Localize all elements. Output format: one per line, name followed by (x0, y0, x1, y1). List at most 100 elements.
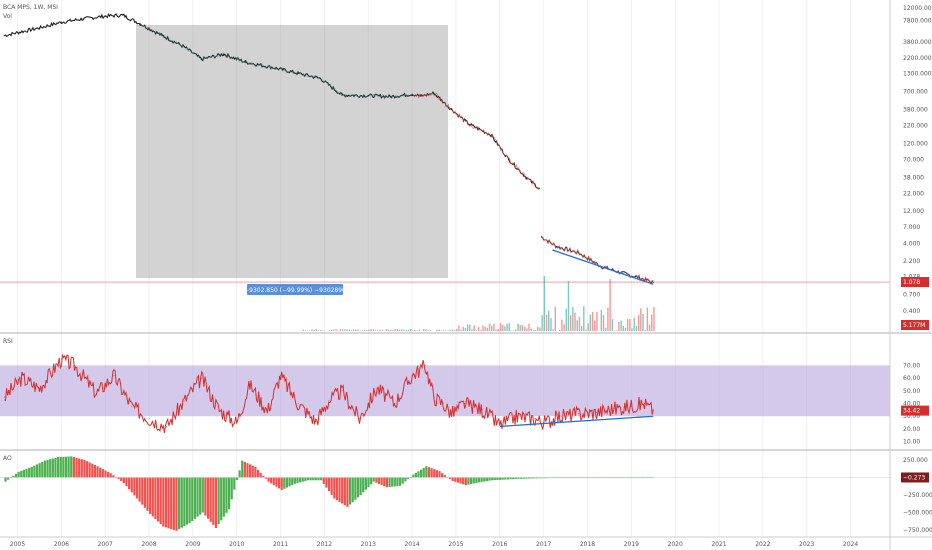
ao-bar (614, 477, 617, 479)
volume-bar (539, 327, 541, 331)
ao-bar (196, 477, 199, 517)
ao-bar (296, 477, 299, 484)
price-point (525, 176, 527, 178)
price-trendline (552, 249, 654, 285)
volume-bar (412, 330, 414, 331)
ao-bar (541, 477, 544, 479)
volume-bar (615, 330, 618, 331)
ao-bar (312, 477, 315, 481)
volume-bar (637, 315, 640, 331)
volume-bar (585, 329, 587, 331)
time-axis-tick: 2024 (843, 541, 858, 548)
volume-legend[interactable]: Vol (3, 13, 12, 20)
ao-bar (454, 477, 457, 482)
volume-bar (600, 309, 603, 331)
volume-bar (543, 276, 546, 331)
measure-range-box[interactable] (136, 25, 448, 278)
ao-bar (469, 477, 473, 485)
rsi-point (433, 396, 435, 398)
ao-bar (535, 477, 538, 479)
volume-bar (541, 315, 543, 331)
volume-bar (528, 323, 530, 331)
volume-bar (484, 326, 486, 331)
ao-bar (633, 477, 636, 479)
volume-bar (449, 329, 451, 331)
ao-bar (128, 477, 131, 490)
price-axis-tick: 2.200 (903, 258, 920, 265)
ao-bar (554, 477, 557, 479)
ao-bar (359, 477, 362, 495)
time-axis-tick: 2015 (448, 541, 463, 548)
ao-bar (348, 477, 352, 505)
ao-bar (335, 477, 339, 501)
rsi-trendline (499, 415, 654, 428)
ao-bar (280, 477, 283, 491)
ao-bar (388, 477, 391, 487)
time-axis-tick: 2012 (317, 541, 332, 548)
volume-bar (574, 312, 576, 331)
volume-bar (471, 329, 473, 331)
ao-bar (130, 477, 133, 493)
ao-bar (222, 477, 225, 517)
ao-bar (322, 477, 325, 484)
volume-bar (355, 329, 357, 331)
rsi-point (359, 418, 361, 420)
ao-bar (472, 477, 475, 484)
ao-bar (91, 463, 94, 478)
ao-bar (341, 477, 344, 504)
ao-bar (464, 477, 467, 486)
ao-bar (235, 477, 239, 480)
volume-bar (398, 329, 401, 331)
ao-bar (125, 477, 128, 487)
volume-bar (370, 329, 372, 331)
price-axis-tick: 220.000 (903, 123, 928, 130)
price-axis-tick: 700.000 (903, 89, 928, 96)
price-axis-tick: 12.000 (903, 208, 924, 215)
volume-bar (377, 330, 379, 331)
rsi-legend[interactable]: RSI (3, 338, 13, 345)
volume-bar (635, 326, 638, 331)
volume-bar (561, 319, 563, 331)
ao-bar (317, 477, 320, 481)
time-axis-tick: 2018 (580, 541, 595, 548)
price-point (635, 275, 637, 278)
price-point (538, 187, 540, 190)
volume-bar (480, 330, 482, 331)
ao-bar (640, 477, 644, 479)
volume-bar (438, 329, 440, 331)
ao-bar (9, 477, 12, 479)
ao-bar (491, 477, 494, 481)
ao-bar (7, 477, 10, 480)
ao-bar (546, 477, 549, 479)
volume-bar (339, 329, 342, 331)
ao-legend[interactable]: AO (3, 455, 12, 462)
volume-bar (646, 307, 649, 331)
ao-bar (201, 477, 204, 513)
ao-bar (569, 477, 573, 479)
rsi-point (442, 403, 444, 405)
volume-bar (521, 325, 524, 331)
symbol-legend[interactable]: BCA MPS, 1W, MSI (3, 4, 58, 11)
ao-bar (156, 477, 160, 522)
volume-bar (403, 329, 405, 331)
ao-axis-tick: −500.000 (903, 510, 932, 517)
rsi-point (183, 400, 185, 402)
ao-bar (199, 477, 202, 515)
ao-bar (49, 459, 52, 478)
time-axis-tick: 2011 (273, 541, 288, 548)
ao-bar (601, 477, 604, 479)
ao-bar (643, 477, 646, 479)
rsi-axis-tick: 10.00 (903, 439, 920, 446)
volume-bar (644, 329, 646, 331)
volume-bar (624, 327, 627, 331)
volume-bar (407, 329, 410, 331)
price-axis-tick: 4.000 (903, 240, 920, 247)
volume-bar (442, 330, 445, 331)
price-point (450, 108, 453, 111)
rsi-point (38, 387, 40, 389)
volume-bar (482, 325, 484, 331)
rsi-point (95, 392, 97, 394)
ao-bar (364, 477, 367, 490)
volume-bar (491, 325, 493, 331)
